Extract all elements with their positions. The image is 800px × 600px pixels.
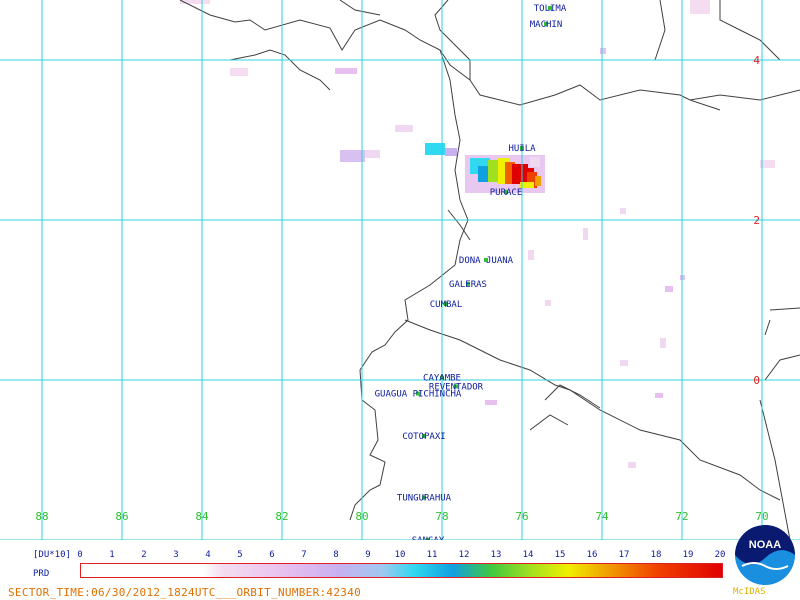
grid-labels: 86420-288868482807876747270 [35, 54, 768, 540]
scale-tick: 18 [650, 550, 662, 560]
longitude-label: 72 [675, 510, 688, 523]
volcano-label: TOLIMA [534, 4, 567, 14]
so2-map: 86420-288868482807876747270 RUIZTOLIMAMA… [0, 0, 800, 540]
scale-tick: 4 [205, 550, 211, 560]
volcano-label: MACHIN [530, 20, 563, 30]
scale-tick: 14 [522, 550, 534, 560]
volcano-label: CAYAMBE [423, 374, 461, 384]
longitude-label: 74 [595, 510, 609, 523]
longitude-label: 84 [195, 510, 209, 523]
scale-tick: 16 [586, 550, 598, 560]
volcano-marker [422, 495, 426, 500]
sector-time-footer: SECTOR_TIME:06/30/2012_1824UTC___ORBIT_N… [8, 586, 362, 599]
volcano-marker [504, 190, 508, 194]
scale-tick: 2 [141, 550, 147, 560]
volcano-marker [422, 434, 426, 438]
volcano-marker [444, 302, 448, 306]
scale-tick: 3 [173, 550, 179, 560]
longitude-label: 76 [515, 510, 528, 523]
longitude-label: 82 [275, 510, 288, 523]
longitude-label: 86 [115, 510, 128, 523]
volcano-label: TUNGURAHUA [397, 494, 452, 504]
noaa-logo: NOAA [735, 525, 795, 585]
scale-tick: 20 [714, 550, 726, 560]
volcano-label: SANGAY [412, 536, 445, 540]
volcano-label: PURACE [490, 188, 523, 198]
scale-tick: 12 [458, 550, 470, 560]
product-label: PRD [33, 569, 50, 579]
volcano-label: DONA JUANA [459, 256, 514, 266]
longitude-label: 78 [435, 510, 448, 523]
scale-ticks: 0 1 2 3 4 5 6 7 8 9 10 11 12 13 14 15 16 17 18 19 20 [0, 550, 800, 562]
scale-tick: 0 [77, 550, 83, 560]
volcano-markers: RUIZTOLIMAMACHINHUILAPURACEDONA JUANAGAL… [375, 4, 567, 540]
latitude-label: 2 [753, 214, 760, 227]
volcano-marker [426, 538, 430, 540]
scale-tick: 19 [682, 550, 694, 560]
scale-tick: 8 [333, 550, 339, 560]
volcano-marker [466, 282, 470, 286]
longitude-label: 80 [355, 510, 368, 523]
scale-tick: 15 [554, 550, 566, 560]
noaa-logo-text: NOAA [749, 539, 781, 551]
longitude-label: 88 [35, 510, 48, 523]
scale-tick: 5 [237, 550, 243, 560]
volcano-label: COTOPAXI [402, 432, 445, 442]
mcidas-credit: McIDAS [733, 587, 766, 597]
volcano-marker [416, 391, 420, 396]
coastlines [179, 0, 800, 540]
scale-tick: 7 [301, 550, 307, 560]
volcano-marker [544, 22, 548, 26]
volcano-marker [484, 258, 488, 262]
so2-plume [180, 0, 775, 468]
lat-lon-grid [0, 0, 800, 540]
scale-tick: 17 [618, 550, 630, 560]
scale-tick: 11 [426, 550, 438, 560]
volcano-label: GUAGUA PICHINCHA [375, 390, 462, 400]
longitude-label: 70 [755, 510, 768, 523]
volcano-marker [440, 375, 444, 380]
scale-tick: 10 [394, 550, 406, 560]
volcano-label: CUMBAL [430, 300, 463, 310]
scale-unit-label: [DU*10] [33, 550, 71, 560]
volcano-label: REVENTADOR [429, 382, 484, 392]
volcano-marker [548, 6, 552, 10]
color-scale-bar [80, 563, 723, 578]
scale-tick: 6 [269, 550, 275, 560]
scale-tick: 9 [365, 550, 371, 560]
volcano-marker [454, 384, 458, 389]
volcano-label: GALERAS [449, 280, 487, 290]
latitude-label: 4 [753, 54, 760, 67]
scale-tick: 1 [109, 550, 115, 560]
latitude-label: 0 [753, 374, 760, 387]
volcano-label: HUILA [508, 144, 536, 154]
volcano-marker [520, 146, 524, 150]
scale-tick: 13 [490, 550, 502, 560]
